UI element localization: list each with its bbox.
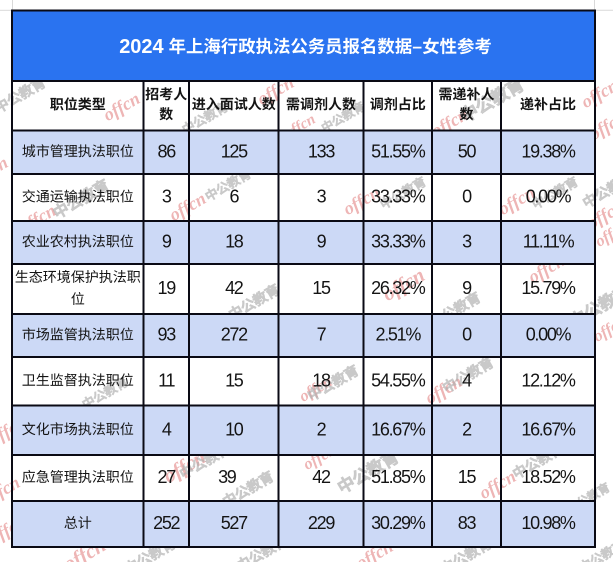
svg-text:39: 39: [218, 467, 237, 487]
svg-text:–: –: [412, 36, 422, 56]
svg-text:125: 125: [221, 141, 248, 161]
svg-text:51.55%: 51.55%: [371, 141, 426, 161]
svg-text:3: 3: [317, 187, 327, 207]
svg-text:9: 9: [162, 232, 172, 252]
svg-text:54.55%: 54.55%: [371, 370, 426, 390]
svg-text:6: 6: [229, 187, 239, 207]
svg-text:30.29%: 30.29%: [371, 513, 426, 533]
svg-text:33.33%: 33.33%: [371, 232, 426, 252]
svg-text:229: 229: [308, 513, 335, 533]
svg-text:18: 18: [225, 232, 244, 252]
svg-text:11: 11: [158, 370, 175, 390]
svg-text:50: 50: [458, 141, 477, 161]
svg-text:527: 527: [221, 513, 248, 533]
svg-text:133: 133: [308, 141, 335, 161]
svg-text:272: 272: [221, 325, 248, 345]
svg-text:9: 9: [317, 232, 327, 252]
svg-text:0: 0: [462, 325, 472, 345]
svg-text:0: 0: [462, 187, 472, 207]
svg-text:16.67%: 16.67%: [521, 419, 576, 439]
svg-text:19.38%: 19.38%: [521, 141, 576, 161]
svg-text:10.98%: 10.98%: [521, 513, 576, 533]
svg-text:16.67%: 16.67%: [371, 419, 426, 439]
svg-text:27: 27: [157, 467, 176, 487]
svg-text:0.00%: 0.00%: [526, 325, 572, 345]
svg-text:12.12%: 12.12%: [521, 370, 576, 390]
svg-text:15.79%: 15.79%: [521, 278, 576, 298]
svg-text:4: 4: [162, 419, 172, 439]
svg-text:10: 10: [225, 419, 244, 439]
svg-text:26.32%: 26.32%: [371, 278, 426, 298]
svg-text:19: 19: [157, 278, 176, 298]
svg-text:252: 252: [153, 513, 180, 533]
svg-text:51.85%: 51.85%: [371, 467, 426, 487]
svg-text:93: 93: [157, 325, 176, 345]
svg-text:3: 3: [462, 232, 472, 252]
svg-text:42: 42: [312, 467, 331, 487]
svg-text:42: 42: [225, 278, 244, 298]
svg-text:83: 83: [458, 513, 477, 533]
svg-text:15: 15: [312, 278, 331, 298]
svg-text:3: 3: [162, 187, 172, 207]
svg-text:18: 18: [312, 370, 331, 390]
svg-text:2024: 2024: [119, 36, 164, 58]
svg-text:2.51%: 2.51%: [376, 325, 422, 345]
svg-text:9: 9: [462, 278, 472, 298]
svg-text:11.11%: 11.11%: [523, 232, 575, 252]
svg-text:4: 4: [462, 370, 472, 390]
svg-text:33.33%: 33.33%: [371, 187, 426, 207]
svg-text:18.52%: 18.52%: [521, 467, 576, 487]
svg-text:7: 7: [317, 325, 327, 345]
svg-text:2: 2: [317, 419, 327, 439]
svg-text:86: 86: [157, 141, 176, 161]
svg-text:15: 15: [225, 370, 244, 390]
svg-text:0.00%: 0.00%: [526, 187, 572, 207]
svg-text:15: 15: [458, 467, 477, 487]
svg-text:2: 2: [462, 419, 472, 439]
